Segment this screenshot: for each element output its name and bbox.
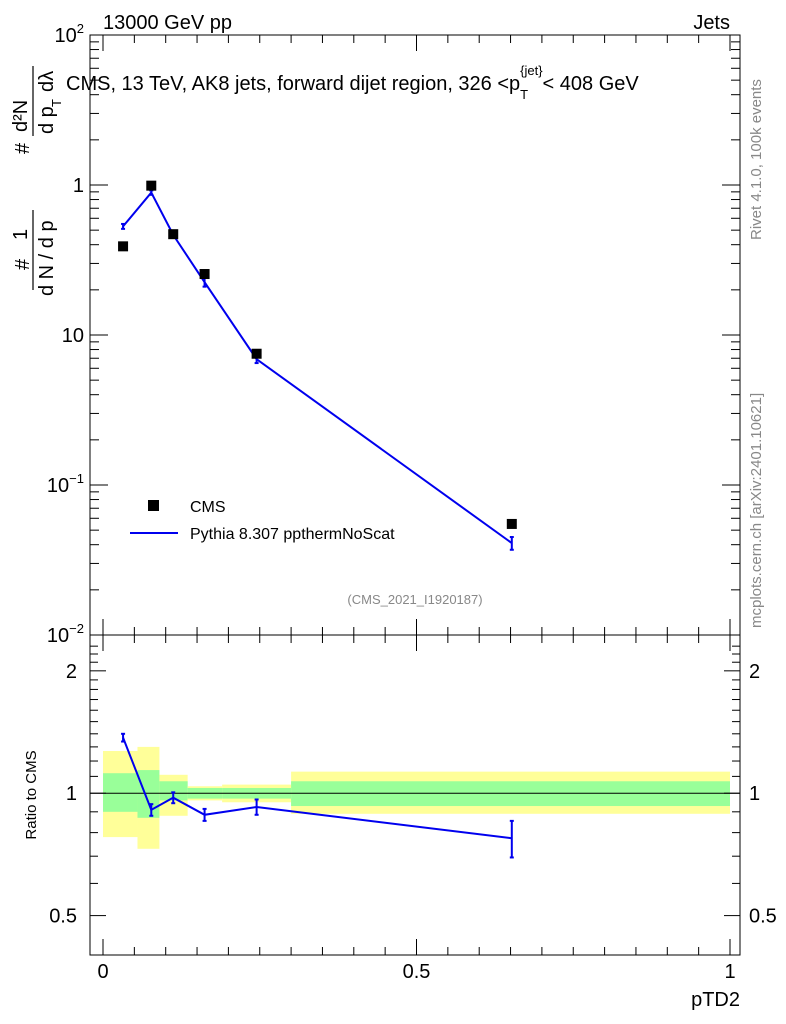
main-y-tick-label: 10−1 [47, 471, 84, 497]
ylabel-numerator: 1 [10, 229, 32, 240]
header-left: 13000 GeV pp [103, 12, 232, 34]
main-plot-marks [118, 180, 517, 551]
y-axis-label-main: # 1 d N / d p # d²N d p T dλ [10, 66, 64, 296]
main-y-tick-label: 10 [62, 325, 84, 347]
main-y-tick-label: 102 [55, 21, 84, 47]
rivet-label: Rivet 4.1.0, 100k events [748, 79, 765, 240]
ylabel-dpt: d p [36, 106, 58, 134]
main-y-tick-label: 10−2 [47, 621, 84, 647]
ratio-x-tick-label: 0.5 [403, 961, 431, 983]
cms-data-point [506, 518, 517, 529]
axes-ticks: 1 10 10−1 10−2 102 0 0.5 1 0.5 0.5 1 1 2 2 [47, 21, 777, 983]
ylabel-hash2: # [12, 142, 34, 154]
ratio-uncertainty-bands [103, 746, 730, 849]
plot-title-suffix: < 408 GeV [543, 73, 640, 95]
ylabel-hash1: # [12, 258, 34, 270]
ratio-y-tick-label-right: 1 [749, 783, 760, 805]
plot-title-sup: {jet} [520, 63, 543, 78]
legend-cms-marker [148, 500, 159, 511]
mc-line [122, 190, 513, 544]
plot-title: CMS, 13 TeV, AK8 jets, forward dijet reg… [66, 63, 639, 102]
legend-cms-label: CMS [190, 499, 226, 516]
analysis-watermark: (CMS_2021_I1920187) [347, 592, 482, 607]
plot-title-sub: T [520, 87, 528, 102]
ylabel-t-sub: T [49, 99, 64, 107]
ratio-band-stat [103, 773, 138, 812]
ylabel-d2n: d²N [10, 100, 32, 132]
cms-data-point [146, 180, 157, 191]
legend-pythia-label: Pythia 8.307 ppthermNoScat [190, 526, 395, 543]
ratio-y-tick-label: 1 [66, 783, 77, 805]
ratio-band-stat [159, 781, 188, 801]
x-axis-label: pTD2 [691, 989, 740, 1011]
header-right: Jets [693, 12, 730, 34]
main-plot-frame [89, 34, 741, 636]
ylabel-denominator: d N / d p [36, 220, 58, 296]
plot-title-prefix: CMS, 13 TeV, AK8 jets, forward dijet reg… [66, 73, 520, 95]
cms-data-point [118, 241, 129, 252]
ratio-y-tick-label: 0.5 [49, 906, 77, 928]
legend: CMS Pythia 8.307 ppthermNoScat [130, 499, 395, 543]
ratio-mc-line [122, 737, 512, 840]
ratio-x-tick-label: 0 [97, 961, 108, 983]
ratio-plot-frame [89, 634, 741, 956]
main-y-tick-label: 1 [73, 175, 84, 197]
y-axis-label-ratio: Ratio to CMS [23, 750, 40, 839]
ratio-band-stat [137, 770, 160, 818]
ratio-plot-marks [121, 732, 514, 859]
cms-data-point [168, 229, 179, 240]
cms-data-point [251, 348, 262, 359]
cms-data-point [199, 269, 210, 280]
ratio-y-tick-label-right: 2 [749, 661, 760, 683]
ratio-x-tick-label: 1 [724, 961, 735, 983]
ylabel-dlambda: dλ [36, 71, 58, 92]
mcplots-label: mcplots.cern.ch [arXiv:2401.10621] [748, 393, 765, 628]
ratio-y-tick-label-right: 0.5 [749, 906, 777, 928]
ratio-y-tick-label: 2 [66, 661, 77, 683]
